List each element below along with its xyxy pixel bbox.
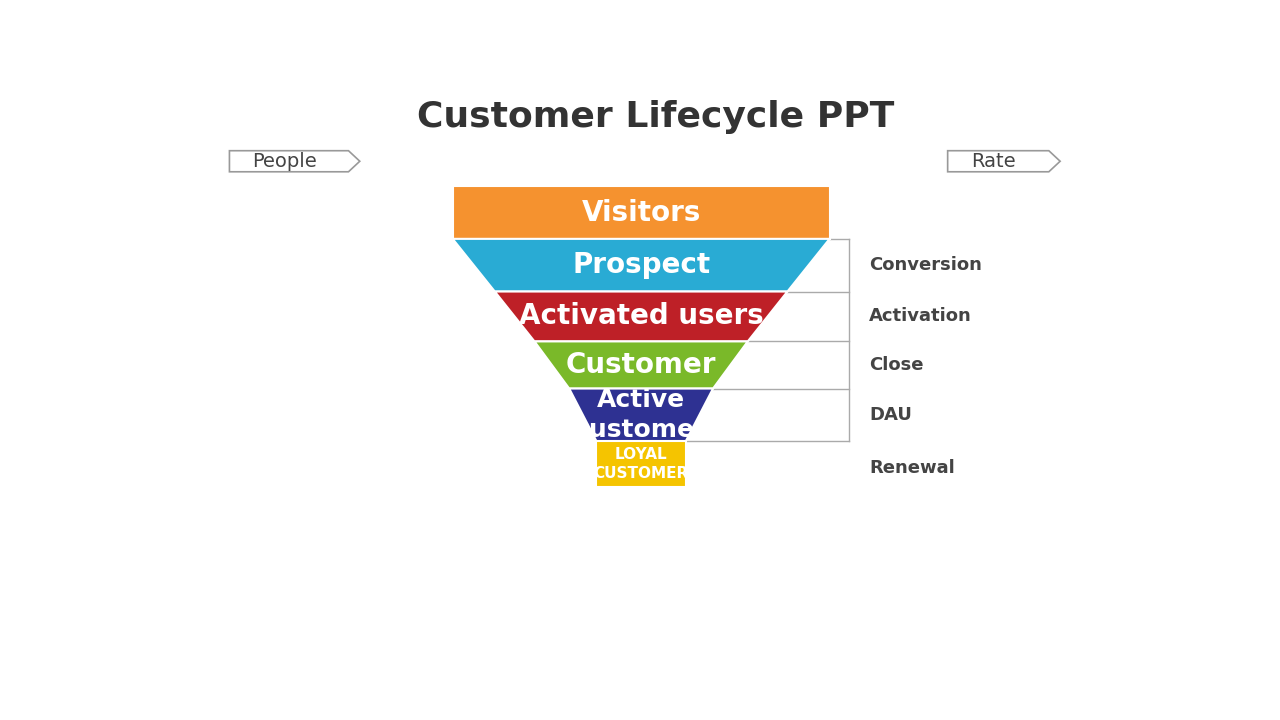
Polygon shape	[229, 150, 360, 172]
Text: Customer Lifecycle PPT: Customer Lifecycle PPT	[417, 100, 895, 134]
Polygon shape	[535, 341, 748, 389]
Polygon shape	[947, 150, 1060, 172]
Text: Prospect: Prospect	[572, 251, 710, 279]
Polygon shape	[570, 389, 713, 441]
Text: DAU: DAU	[869, 406, 913, 424]
Text: Close: Close	[869, 356, 924, 374]
Text: Conversion: Conversion	[869, 256, 982, 274]
Text: Customer: Customer	[566, 351, 717, 379]
Text: Renewal: Renewal	[869, 459, 955, 477]
Text: Activation: Activation	[869, 307, 972, 325]
Text: LOYAL
CUSTOMER: LOYAL CUSTOMER	[594, 447, 689, 481]
Text: Active
customer: Active customer	[575, 388, 708, 442]
Text: Rate: Rate	[972, 152, 1015, 171]
Polygon shape	[453, 186, 829, 239]
Text: People: People	[252, 152, 316, 171]
Polygon shape	[453, 239, 829, 292]
Polygon shape	[596, 441, 686, 487]
Polygon shape	[495, 292, 787, 341]
Text: Activated users: Activated users	[518, 302, 763, 330]
Text: Visitors: Visitors	[581, 199, 701, 227]
